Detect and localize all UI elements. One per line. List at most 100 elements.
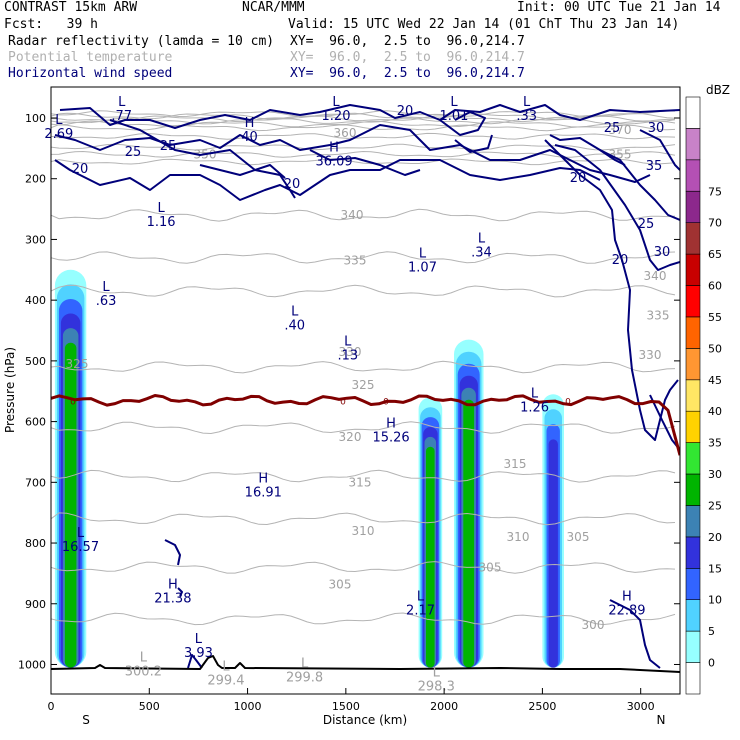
colorbar-label-50: 50: [708, 342, 722, 355]
wind-label-10: 30: [654, 245, 671, 260]
wind-label-2: 20: [72, 162, 89, 177]
colorbar-swatch-0: [685, 662, 701, 695]
extremum-kind-7: L: [157, 201, 165, 216]
reflectivity-cell-3-20: [548, 439, 558, 668]
theta-contour-300: [51, 612, 676, 626]
y-tick-label-600: 600: [25, 416, 46, 429]
x-tick-label-3000: 3000: [627, 700, 655, 713]
colorbar-swatch-12: [685, 285, 701, 318]
extremum-value-22: 299.4: [207, 674, 244, 689]
colorbar-swatch-3: [685, 567, 701, 600]
extremum-value-1: 2.69: [44, 127, 73, 142]
extremum-value-16: 16.57: [62, 540, 99, 555]
x-tick-label-2500: 2500: [528, 700, 556, 713]
extremum-value-12: .13: [337, 349, 358, 364]
x-tick-label-1500: 1500: [332, 700, 360, 713]
extremum-kind-12: L: [344, 335, 352, 350]
colorbar-swatch-14: [685, 222, 701, 255]
extremum-kind-0: L: [118, 95, 126, 110]
field-name-wind: Horizontal wind speed: [8, 66, 173, 81]
wind-contour-14: [609, 599, 661, 669]
theta-label-335-7: 335: [647, 308, 670, 322]
colorbar-swatch-16: [685, 159, 701, 192]
extremum-kind-17: H: [168, 578, 178, 593]
colorbar-label-10: 10: [708, 594, 722, 607]
y-tick-label-900: 900: [25, 598, 46, 611]
extremum-kind-11: L: [291, 304, 299, 319]
header-init-time: Init: 00 UTC Tue 21 Jan 14: [517, 0, 721, 15]
theta-label-305-19: 305: [479, 560, 502, 574]
theta-label-315-14: 315: [504, 457, 527, 471]
colorbar-swatch-2: [685, 599, 701, 632]
theta-contour-360: [51, 143, 676, 151]
theta-label-335-6: 335: [344, 254, 367, 268]
wind-contour-4: [309, 149, 421, 176]
extremum-value-20: 3.93: [184, 646, 213, 661]
x-tick-label-2000: 2000: [430, 700, 458, 713]
terrain-line: [51, 655, 680, 673]
extremum-kind-3: L: [450, 95, 458, 110]
wind-contour-8: [549, 134, 626, 166]
extremum-kind-22: L: [222, 660, 230, 675]
extremum-kind-19: H: [622, 590, 632, 605]
plot-area: [51, 87, 680, 694]
theta-label-310-15: 310: [352, 524, 375, 538]
extremum-value-5: 40: [241, 130, 258, 145]
extremum-kind-24: L: [433, 666, 441, 681]
wind-contour-1: [54, 124, 651, 183]
plot-frame: [50, 86, 681, 695]
wind-label-1: 25: [160, 139, 177, 154]
y-tick-label-700: 700: [25, 476, 46, 489]
y-tick-label-500: 500: [25, 355, 46, 368]
x-tick-label-1000: 1000: [234, 700, 262, 713]
extremum-value-7: 1.16: [147, 215, 176, 230]
theta-label-330-8: 330: [339, 345, 362, 359]
theta-label-340-4: 340: [341, 208, 364, 222]
extremum-value-13: 1.26: [520, 400, 549, 415]
theta-contour-340: [51, 208, 676, 222]
theta-contour-305: [51, 561, 676, 574]
theta-contour-upper-0: [51, 110, 676, 118]
theta-label-360-1: 360: [334, 126, 357, 140]
colorbar-swatch-1: [685, 630, 701, 663]
theta-contour-370: [51, 132, 676, 140]
extremum-kind-15: H: [258, 471, 268, 486]
end-label-south: S: [82, 713, 90, 727]
theta-contour-310: [51, 512, 676, 526]
wind-contour-0: [59, 104, 680, 129]
field-name-theta: Potential temperature: [8, 50, 173, 65]
colorbar-swatch-7: [685, 442, 701, 475]
extremum-value-23: 299.8: [286, 671, 323, 686]
reflectivity-cell-1-30: [426, 446, 435, 668]
colorbar-title: dBZ: [706, 83, 730, 97]
wind-contour-6: [439, 111, 486, 136]
extremum-kind-20: L: [195, 632, 203, 647]
colorbar-label-20: 20: [708, 531, 722, 544]
colorbar-label-75: 75: [708, 185, 722, 198]
theta-label-370-0: 370: [609, 123, 632, 137]
freezing-level-label-3: 0: [565, 397, 571, 407]
colorbar-label-55: 55: [708, 311, 722, 324]
extremum-value-19: 22.89: [608, 604, 645, 619]
theta-contour-upper-5: [51, 124, 676, 132]
extremum-kind-6: H: [329, 140, 339, 155]
colorbar-label-35: 35: [708, 437, 722, 450]
field-xy-wind: XY= 96.0, 2.5 to 96.0,214.7: [290, 66, 525, 81]
colorbar-swatch-5: [685, 505, 701, 538]
extremum-kind-16: L: [77, 526, 85, 541]
wind-label-7: 35: [646, 159, 663, 174]
extremum-value-21: 300.2: [125, 664, 162, 679]
colorbar-swatch-4: [685, 536, 701, 569]
wind-contour-3: [109, 119, 296, 199]
colorbar-swatch-6: [685, 473, 701, 506]
extremum-value-24: 298.3: [418, 680, 455, 695]
wind-contour-7: [454, 134, 493, 153]
extremum-value-6: 36.09: [315, 154, 352, 169]
theta-label-325-11: 325: [352, 378, 375, 392]
field-name-reflectivity: Radar reflectivity (lamda = 10 cm): [8, 34, 275, 49]
wind-contour-11: [599, 149, 680, 221]
header-valid-time: Valid: 15 UTC Wed 22 Jan 14 (01 ChT Thu …: [288, 17, 680, 32]
theta-contour-upper-4: [51, 120, 676, 128]
colorbar-label-60: 60: [708, 280, 722, 293]
